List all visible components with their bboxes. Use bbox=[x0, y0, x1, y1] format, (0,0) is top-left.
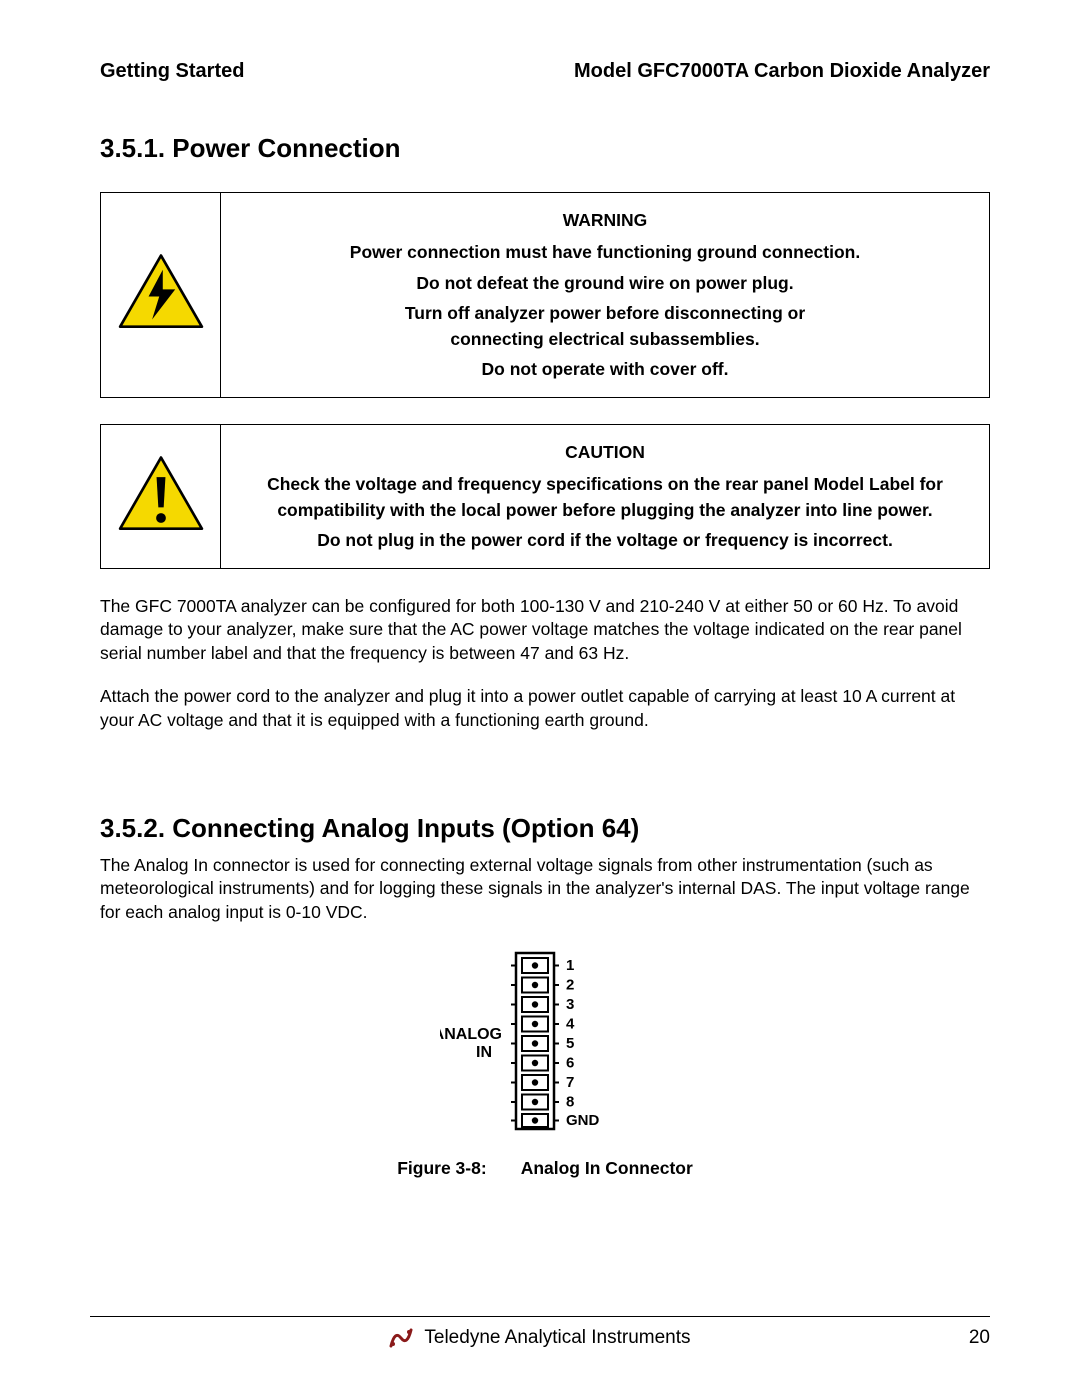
power-paragraph-2: Attach the power cord to the analyzer an… bbox=[100, 685, 990, 732]
footer-center: Teledyne Analytical Instruments bbox=[90, 1327, 990, 1349]
power-paragraph-1: The GFC 7000TA analyzer can be configure… bbox=[100, 595, 990, 666]
svg-text:1: 1 bbox=[566, 957, 574, 974]
teledyne-logo-icon bbox=[389, 1328, 413, 1348]
analog-connector-diagram: ANALOG IN 1 2 bbox=[440, 947, 650, 1137]
caution-icon bbox=[116, 454, 206, 534]
svg-text:3: 3 bbox=[566, 996, 574, 1013]
page-header: Getting Started Model GFC7000TA Carbon D… bbox=[100, 60, 990, 83]
connector-label-line1: ANALOG bbox=[440, 1026, 502, 1043]
warning-title: WARNING bbox=[235, 207, 975, 233]
warning-callout: WARNING Power connection must have funct… bbox=[100, 192, 990, 398]
caution-line-1: Check the voltage and frequency specific… bbox=[235, 471, 975, 524]
header-right: Model GFC7000TA Carbon Dioxide Analyzer bbox=[574, 60, 990, 83]
header-left: Getting Started bbox=[100, 60, 244, 83]
power-body-text: The GFC 7000TA analyzer can be configure… bbox=[100, 595, 990, 733]
warning-icon-cell bbox=[101, 193, 221, 398]
figure-caption-text: Analog In Connector bbox=[521, 1158, 693, 1178]
warning-line-2: Do not defeat the ground wire on power p… bbox=[235, 270, 975, 296]
svg-text:2: 2 bbox=[566, 976, 574, 993]
warning-body: WARNING Power connection must have funct… bbox=[221, 193, 990, 398]
svg-text:5: 5 bbox=[566, 1035, 574, 1052]
warning-line-5: Do not operate with cover off. bbox=[235, 356, 975, 382]
section-heading-power: 3.5.1. Power Connection bbox=[100, 133, 990, 164]
svg-text:6: 6 bbox=[566, 1054, 574, 1071]
page-footer: Teledyne Analytical Instruments 20 bbox=[90, 1316, 990, 1353]
caution-callout: CAUTION Check the voltage and frequency … bbox=[100, 424, 990, 569]
svg-text:8: 8 bbox=[566, 1093, 574, 1110]
footer-page-number: 20 bbox=[969, 1327, 990, 1349]
figure-caption-prefix: Figure 3-8: bbox=[397, 1158, 486, 1178]
warning-line-1: Power connection must have functioning g… bbox=[235, 239, 975, 265]
svg-text:GND: GND bbox=[566, 1112, 600, 1129]
svg-text:7: 7 bbox=[566, 1074, 574, 1091]
connector-label-line2: IN bbox=[476, 1044, 492, 1061]
caution-body: CAUTION Check the voltage and frequency … bbox=[221, 424, 990, 568]
footer-rule bbox=[90, 1316, 990, 1317]
section-heading-analog: 3.5.2. Connecting Analog Inputs (Option … bbox=[100, 813, 990, 844]
electrical-hazard-icon bbox=[116, 252, 206, 332]
figure-analog-connector: ANALOG IN 1 2 bbox=[100, 947, 990, 1179]
caution-icon-cell bbox=[101, 424, 221, 568]
page: Getting Started Model GFC7000TA Carbon D… bbox=[0, 0, 1080, 1397]
analog-body-text: The Analog In connector is used for conn… bbox=[100, 854, 990, 925]
caution-title: CAUTION bbox=[235, 439, 975, 465]
caution-line-2: Do not plug in the power cord if the vol… bbox=[235, 527, 975, 553]
svg-text:4: 4 bbox=[566, 1015, 575, 1032]
footer-center-text: Teledyne Analytical Instruments bbox=[424, 1327, 690, 1348]
analog-paragraph: The Analog In connector is used for conn… bbox=[100, 854, 990, 925]
warning-line-4: connecting electrical subassemblies. bbox=[235, 326, 975, 352]
warning-line-3: Turn off analyzer power before disconnec… bbox=[235, 300, 975, 326]
figure-caption: Figure 3-8: Analog In Connector bbox=[100, 1158, 990, 1179]
